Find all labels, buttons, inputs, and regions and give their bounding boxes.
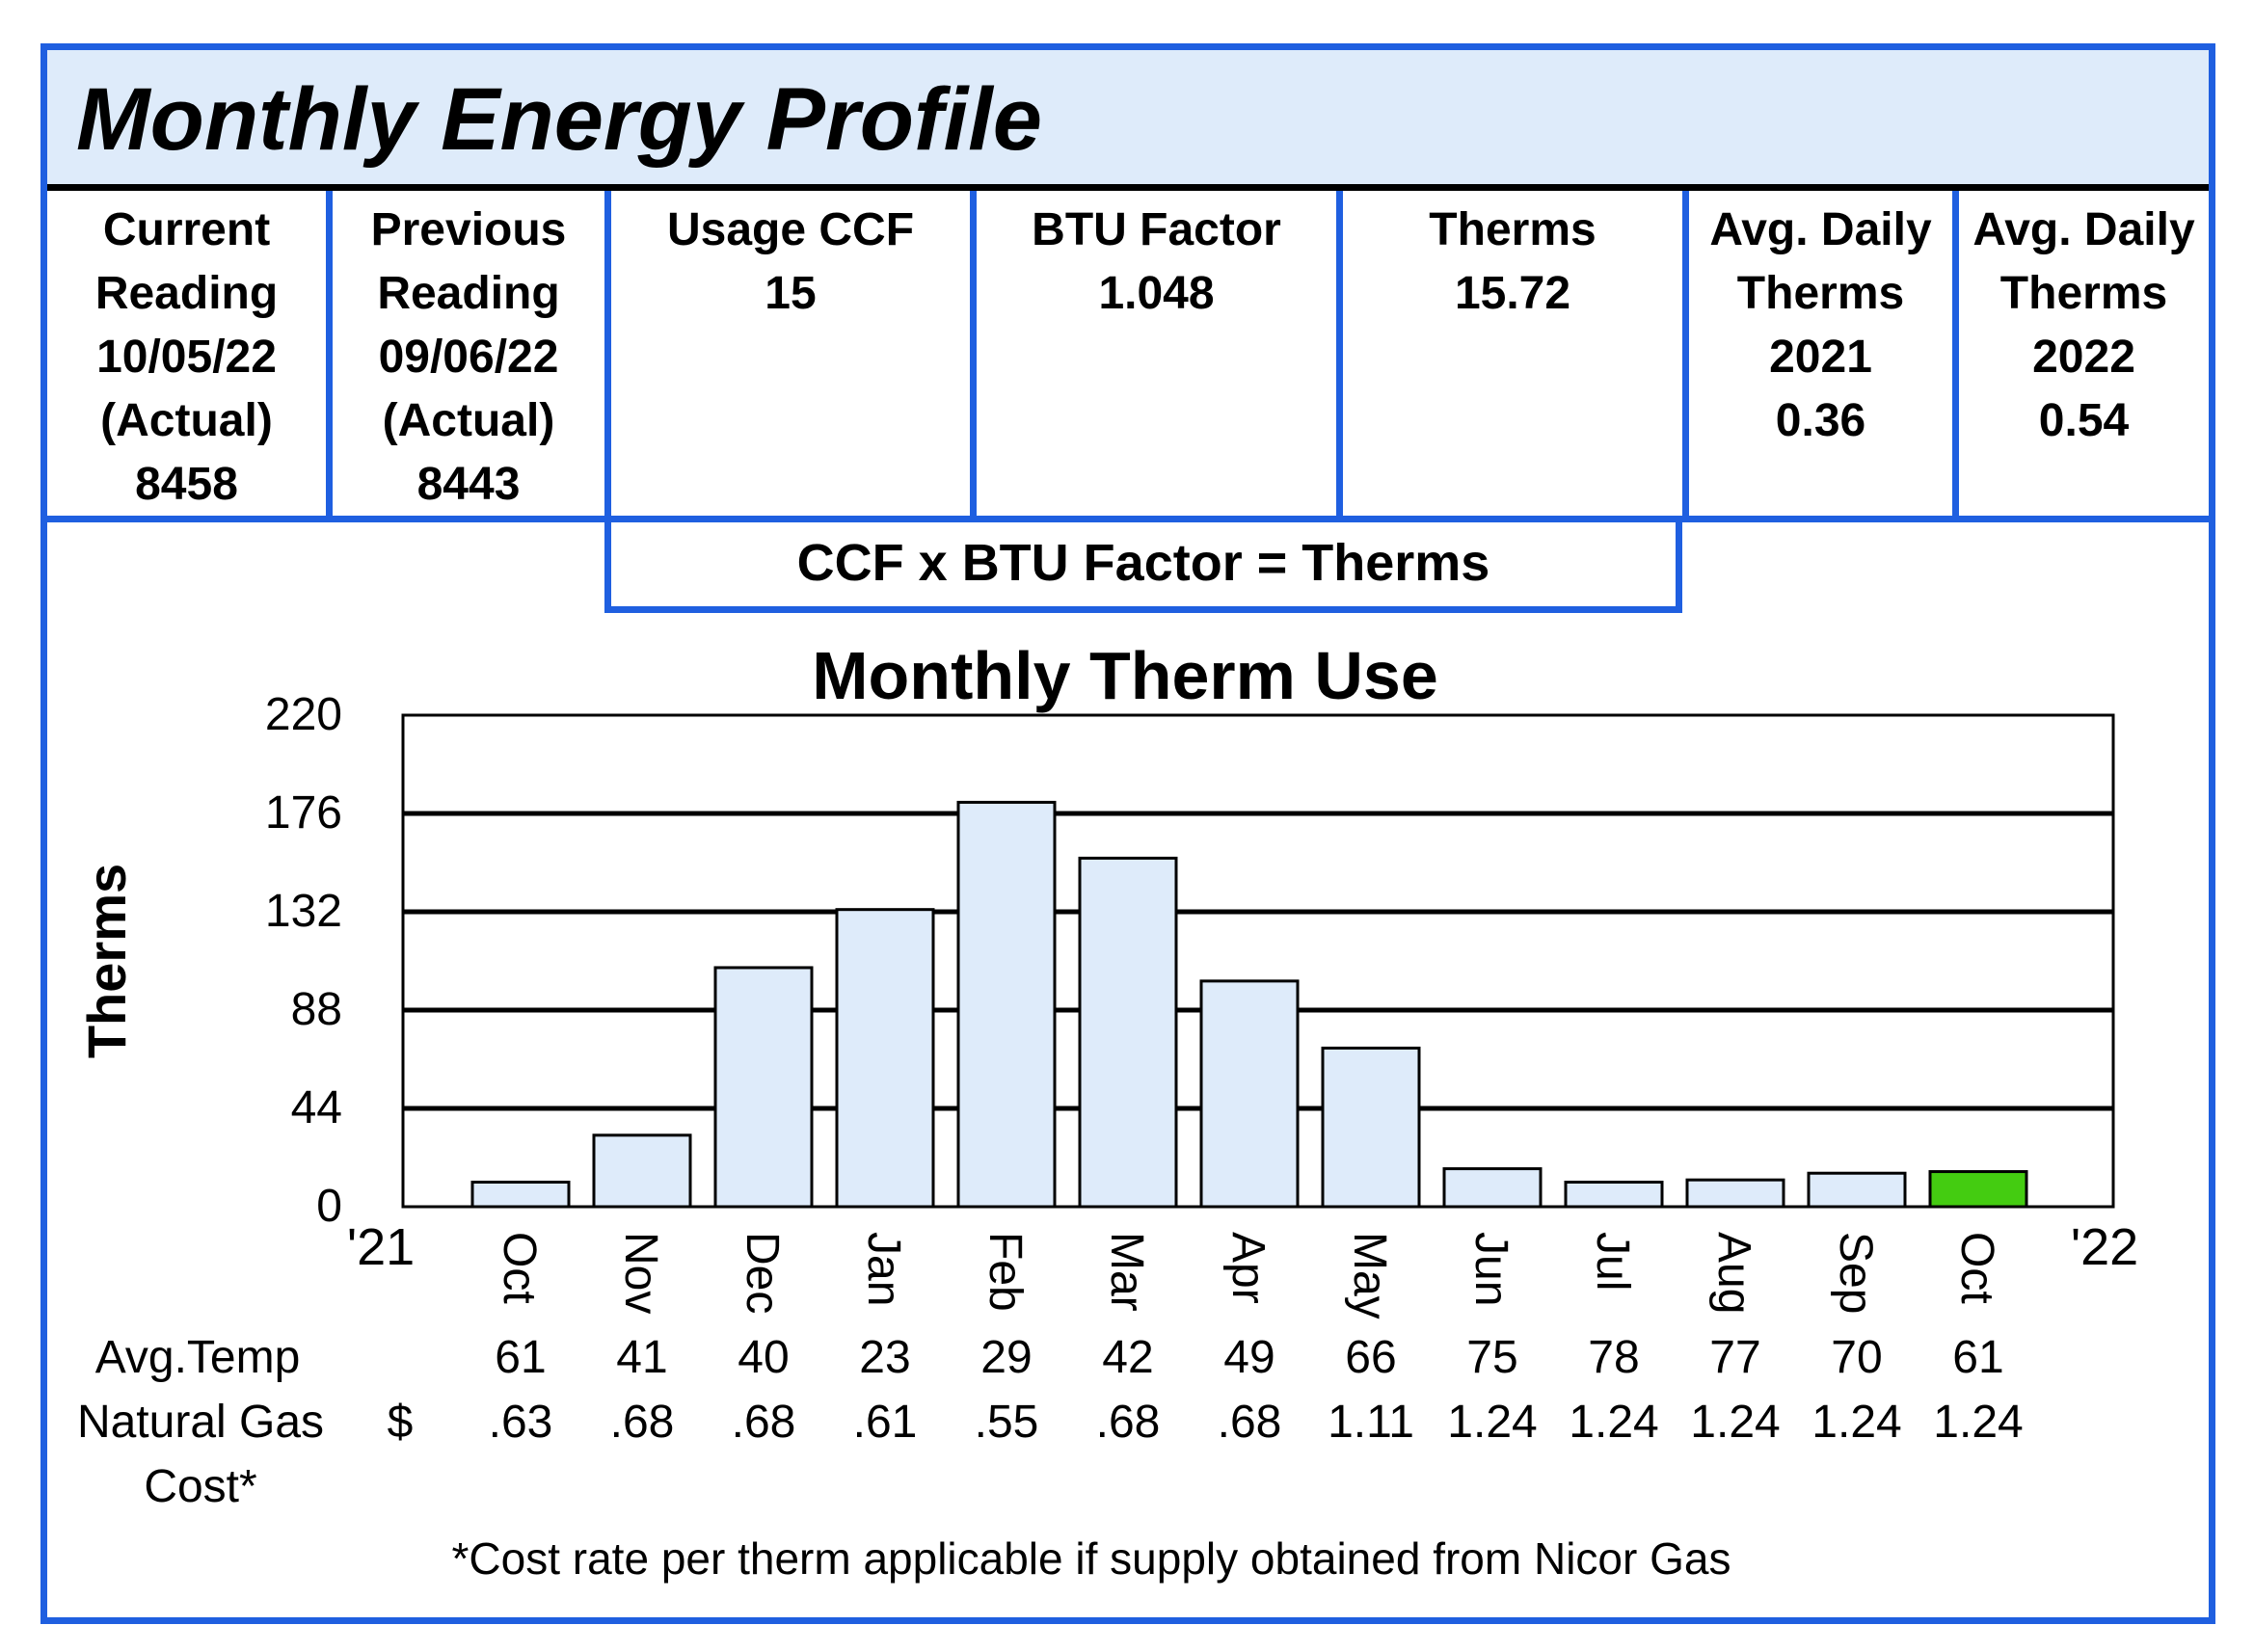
avg-temp-value: 70	[1831, 1332, 1882, 1383]
formula-box: CCF x BTU Factor = Therms	[604, 522, 1682, 613]
avg-temp-value: 66	[1345, 1332, 1396, 1383]
btu-factor-cell: BTU Factor 1.048	[970, 191, 1336, 516]
usage-ccf-cell: Usage CCF 15	[604, 191, 970, 516]
gas-cost-value: .61	[853, 1397, 918, 1448]
x-tick-label: May	[1344, 1232, 1395, 1319]
avg-temp-value: 61	[1952, 1332, 2003, 1383]
start-year-label: '21	[347, 1218, 415, 1276]
x-tick-label: Mar	[1101, 1232, 1152, 1312]
x-tick-label: Apr	[1222, 1232, 1274, 1304]
gas-cost-value: .63	[489, 1397, 553, 1448]
avg-temp-value: 42	[1102, 1332, 1153, 1383]
bar-oct	[470, 1181, 571, 1209]
gas-cost-value: .68	[1096, 1397, 1161, 1448]
bar-jun	[1442, 1167, 1543, 1209]
avg-temp-value: 41	[616, 1332, 667, 1383]
avg-temp-value: 40	[738, 1332, 789, 1383]
therms-cell: Therms 15.72	[1336, 191, 1682, 516]
bar-jan	[835, 908, 935, 1209]
previous-reading-cell: Previous Reading 09/06/22 (Actual) 8443	[326, 191, 604, 516]
bar-sep	[1807, 1171, 1907, 1209]
page-title: Monthly Energy Profile	[76, 70, 1042, 169]
y-tick-label: 220	[265, 689, 342, 740]
y-tick-label: 0	[316, 1181, 342, 1232]
x-tick-label: Feb	[979, 1232, 1031, 1312]
gas-cost-value: .55	[975, 1397, 1039, 1448]
x-tick-label: Nov	[615, 1232, 666, 1314]
bar-nov	[592, 1133, 692, 1209]
x-tick-label: Aug	[1708, 1232, 1759, 1314]
y-tick-label: 44	[291, 1082, 342, 1133]
bar-may	[1321, 1046, 1421, 1209]
avg-temp-label: Avg.Temp	[95, 1332, 301, 1383]
currency-symbol: $	[388, 1397, 414, 1448]
gas-cost-value: .68	[732, 1397, 796, 1448]
y-tick-label: 176	[265, 787, 342, 839]
x-tick-label: Oct	[494, 1232, 545, 1304]
gas-cost-value: 1.24	[1690, 1397, 1780, 1448]
bar-feb	[956, 800, 1057, 1209]
avg-daily-2021-cell: Avg. Daily Therms 2021 0.36	[1682, 191, 1952, 516]
reading-info-row: Current Reading 10/05/22 (Actual) 8458 P…	[47, 191, 2209, 522]
y-tick-label: 132	[265, 886, 342, 937]
x-tick-label: Sep	[1830, 1232, 1881, 1314]
current-reading-cell: Current Reading 10/05/22 (Actual) 8458	[94, 204, 279, 510]
gas-cost-value: 1.24	[1933, 1397, 2023, 1448]
bar-dec	[713, 966, 814, 1209]
footnote: *Cost rate per therm applicable if suppl…	[452, 1533, 1731, 1584]
y-axis-label: Therms	[76, 864, 137, 1058]
x-tick-label: Jun	[1465, 1232, 1516, 1306]
gas-cost-value: 1.24	[1811, 1397, 1901, 1448]
gas-cost-value: 1.24	[1447, 1397, 1537, 1448]
gas-cost-value: 1.11	[1328, 1397, 1414, 1448]
avg-temp-value: 49	[1223, 1332, 1275, 1383]
end-year-label: '22	[2071, 1218, 2138, 1276]
chart-title: Monthly Therm Use	[812, 638, 1438, 713]
x-tick-label: Dec	[737, 1232, 788, 1314]
avg-temp-value: 23	[859, 1332, 910, 1383]
avg-daily-2022-cell: Avg. Daily Therms 2022 0.54	[1952, 191, 2209, 516]
gas-cost-label: Natural Gas	[77, 1397, 324, 1448]
gas-cost-value: .68	[610, 1397, 675, 1448]
x-tick-label: Jul	[1587, 1232, 1638, 1291]
gas-cost-label-2: Cost*	[144, 1461, 256, 1512]
bar-mar	[1078, 856, 1178, 1209]
bar-aug	[1685, 1178, 1785, 1209]
gas-cost-value: .68	[1218, 1397, 1282, 1448]
avg-temp-value: 61	[495, 1332, 546, 1383]
bar-oct	[1928, 1170, 2028, 1209]
bar-jul	[1564, 1181, 1664, 1209]
avg-temp-value: 75	[1466, 1332, 1517, 1383]
avg-temp-value: 77	[1709, 1332, 1760, 1383]
x-tick-label: Oct	[1951, 1232, 2002, 1304]
title-band: Monthly Energy Profile	[47, 50, 2209, 191]
bar-apr	[1199, 979, 1300, 1209]
x-tick-label: Jan	[858, 1232, 909, 1306]
y-tick-label: 88	[291, 984, 342, 1035]
gas-cost-value: 1.24	[1569, 1397, 1658, 1448]
avg-temp-value: 29	[980, 1332, 1032, 1383]
avg-temp-value: 78	[1588, 1332, 1639, 1383]
